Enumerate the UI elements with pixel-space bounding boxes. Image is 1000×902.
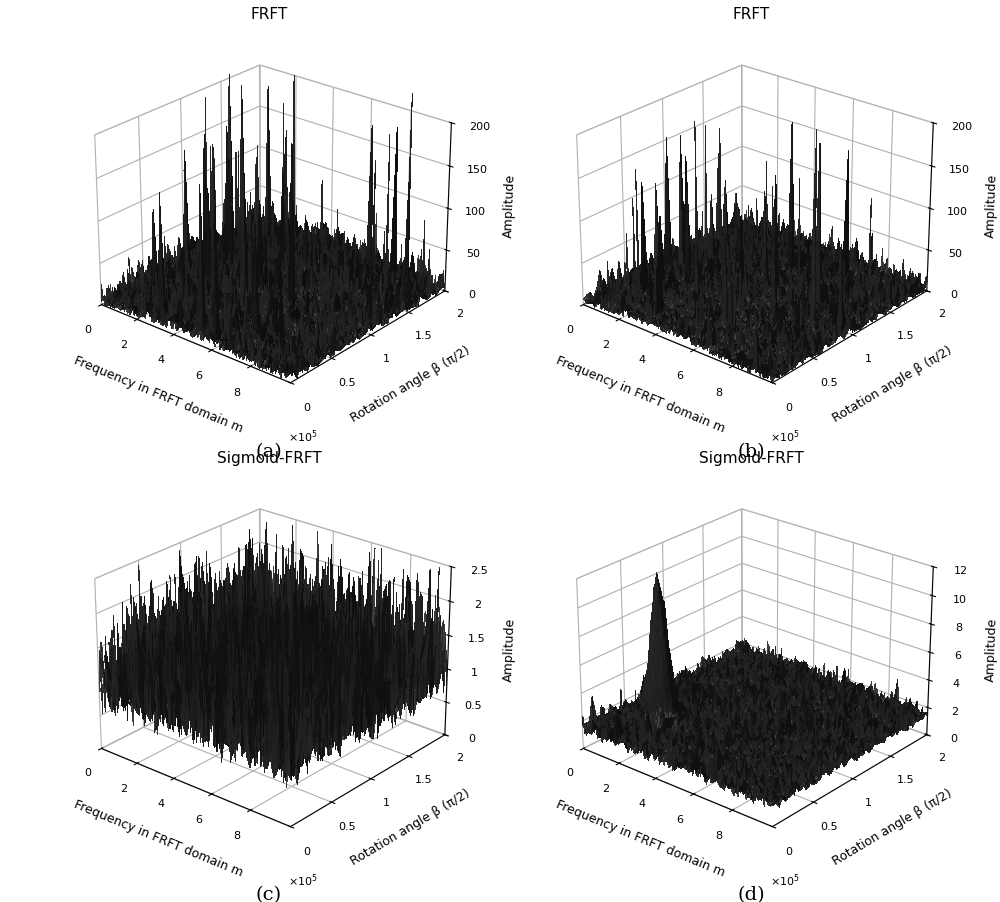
Text: $\times10^5$: $\times10^5$ [288,428,318,445]
Title: FRFT: FRFT [250,6,288,22]
Y-axis label: Rotation angle β (π/2): Rotation angle β (π/2) [349,344,473,425]
Text: (d): (d) [737,887,765,902]
X-axis label: Frequency in FRFT domain m: Frequency in FRFT domain m [554,798,727,879]
X-axis label: Frequency in FRFT domain m: Frequency in FRFT domain m [72,354,245,436]
Y-axis label: Rotation angle β (π/2): Rotation angle β (π/2) [830,344,954,425]
Text: $\times10^5$: $\times10^5$ [770,872,800,889]
Title: Sigmoid-FRFT: Sigmoid-FRFT [217,451,321,465]
Y-axis label: Rotation angle β (π/2): Rotation angle β (π/2) [830,787,954,869]
Title: Sigmoid-FRFT: Sigmoid-FRFT [699,451,803,465]
Text: (a): (a) [256,443,282,461]
Title: FRFT: FRFT [732,6,770,22]
X-axis label: Frequency in FRFT domain m: Frequency in FRFT domain m [72,798,245,879]
Text: $\times10^5$: $\times10^5$ [288,872,318,889]
Text: $\times10^5$: $\times10^5$ [770,428,800,445]
Y-axis label: Rotation angle β (π/2): Rotation angle β (π/2) [349,787,473,869]
X-axis label: Frequency in FRFT domain m: Frequency in FRFT domain m [554,354,727,436]
Text: (c): (c) [256,887,282,902]
Text: (b): (b) [737,443,765,461]
